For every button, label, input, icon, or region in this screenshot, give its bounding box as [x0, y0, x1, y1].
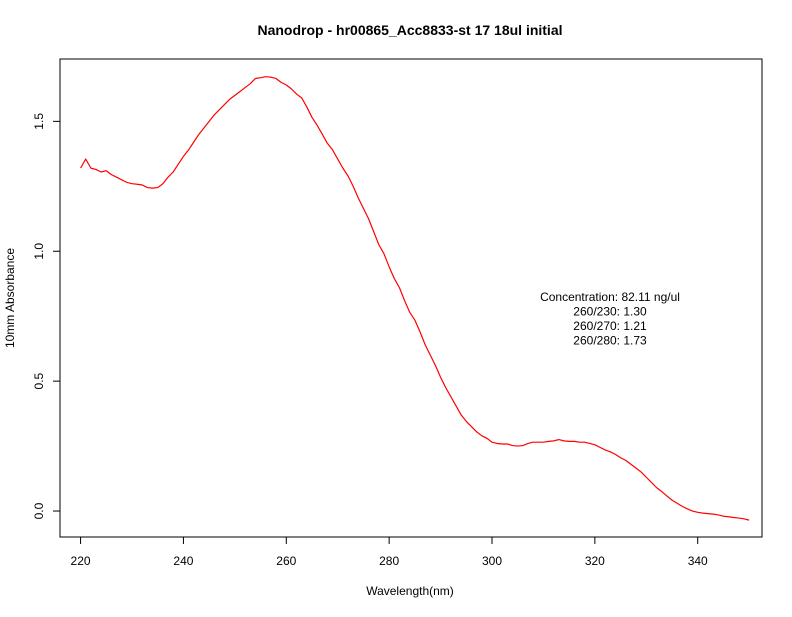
- y-tick-label: 1.0: [32, 243, 46, 260]
- y-tick-label: 0.0: [32, 502, 46, 519]
- x-tick-label: 240: [173, 554, 193, 568]
- ratio-annotation: 260/270: 1.21: [573, 319, 647, 333]
- ratio-annotation: 260/230: 1.30: [573, 305, 647, 319]
- concentration-annotation: Concentration: 82.11 ng/ul: [540, 290, 680, 304]
- y-tick-label: 1.5: [32, 113, 46, 130]
- ratio-annotation: 260/280: 1.73: [573, 334, 647, 348]
- x-tick-label: 260: [276, 554, 296, 568]
- x-tick-label: 320: [585, 554, 605, 568]
- x-tick-label: 220: [71, 554, 91, 568]
- x-tick-label: 280: [379, 554, 399, 568]
- x-axis-label: Wavelength(nm): [366, 584, 454, 598]
- x-axis: 220 240 260 280 300 320 340: [71, 536, 708, 568]
- y-tick-label: 0.5: [32, 372, 46, 389]
- chart-title: Nanodrop - hr00865_Acc8833-st 17 18ul in…: [257, 22, 562, 38]
- x-tick-label: 300: [482, 554, 502, 568]
- y-axis: 0.0 0.5 1.0 1.5: [32, 113, 61, 519]
- y-axis-label: 10mm Absorbance: [3, 248, 17, 348]
- absorbance-series-line: [80, 76, 750, 521]
- x-tick-label: 340: [688, 554, 708, 568]
